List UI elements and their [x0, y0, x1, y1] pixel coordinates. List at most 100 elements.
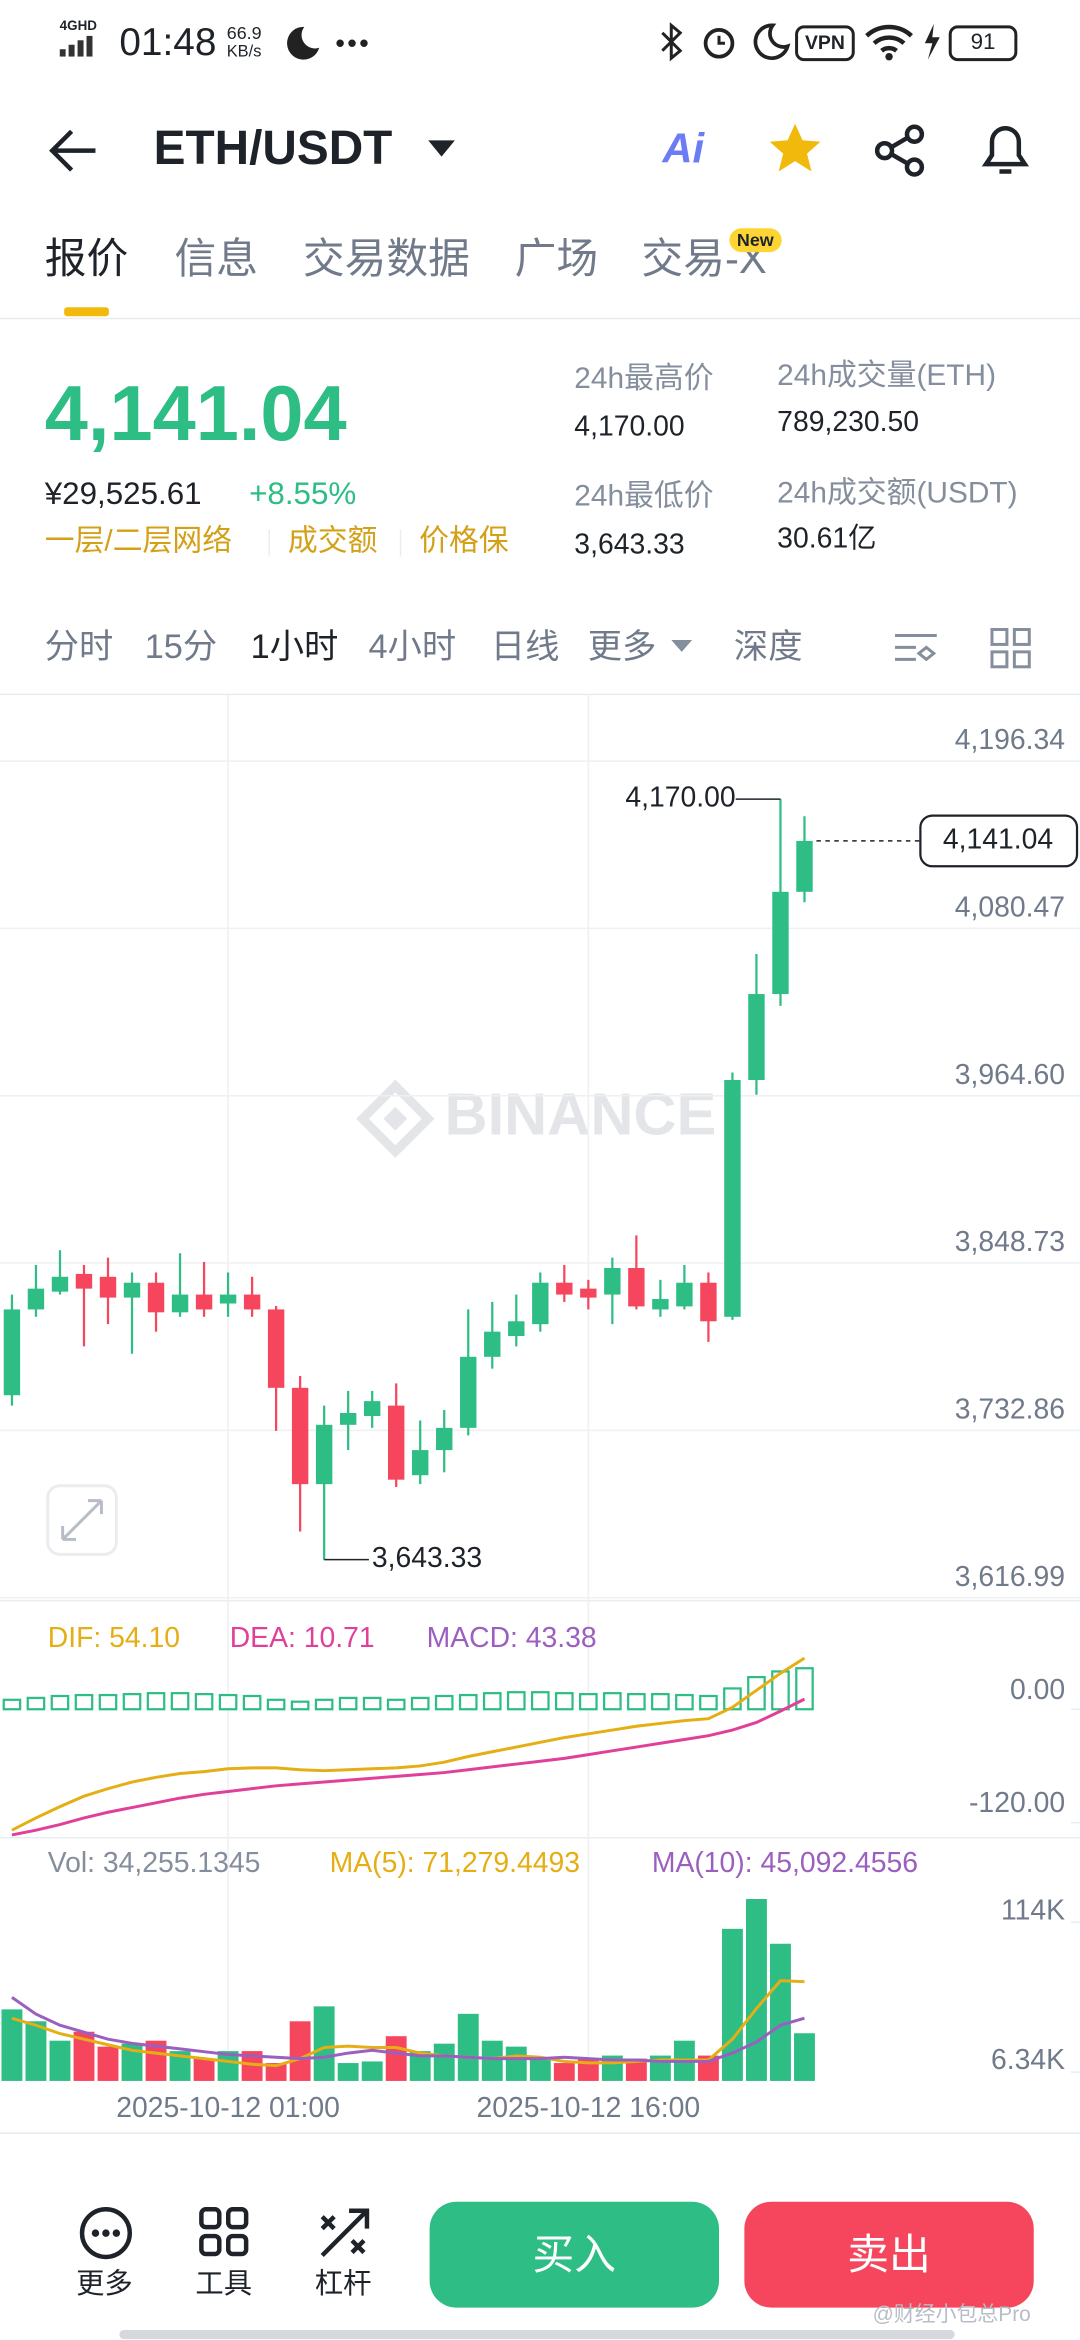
volume-bar	[337, 2063, 359, 2081]
macd-bar	[410, 1696, 430, 1711]
alert-bell[interactable]	[977, 119, 1034, 179]
watermark: BINANCE	[445, 1081, 717, 1148]
macd-bar	[26, 1696, 46, 1711]
tab[interactable]: 交易数据	[302, 235, 470, 282]
tag-divider	[399, 529, 402, 557]
volume-bar	[746, 1899, 767, 2081]
candle-body	[724, 1079, 741, 1317]
change: +8.55%	[249, 477, 357, 512]
interval[interactable]: 日线	[490, 626, 560, 666]
volume-bar	[73, 2031, 95, 2081]
stat-value: 789,230.50	[777, 407, 920, 439]
macd-bar	[627, 1693, 646, 1711]
interval[interactable]: 分时	[44, 626, 114, 666]
back-button[interactable]	[48, 127, 102, 175]
volume-bar	[361, 2061, 383, 2081]
pair-dropdown[interactable]	[428, 140, 458, 161]
candle-body	[171, 1294, 189, 1313]
candle-body	[652, 1299, 669, 1310]
interval[interactable]: 深度	[733, 626, 803, 666]
tag[interactable]: 成交额	[287, 525, 378, 558]
interval[interactable]: 更多	[587, 626, 657, 666]
macd-bar	[747, 1675, 766, 1711]
indicator-settings[interactable]	[892, 627, 943, 672]
y-tick-label: 4,196.34	[955, 724, 1065, 756]
candle-body	[700, 1282, 717, 1322]
tool-label[interactable]: 更多	[76, 2268, 133, 2301]
interval[interactable]: 15分	[144, 626, 218, 666]
buy-button[interactable]: 买入	[429, 2201, 720, 2308]
y-tick-label: -120.00	[969, 1787, 1065, 1819]
tools-icon[interactable]	[197, 2205, 254, 2262]
y-tick-label: 3,616.99	[955, 1561, 1065, 1593]
volume-bar	[169, 2051, 191, 2081]
candle-body	[219, 1294, 237, 1304]
divider	[0, 317, 1080, 320]
volume-bar	[145, 2040, 167, 2081]
line-series	[11, 1697, 806, 1837]
macd-bar	[795, 1667, 814, 1711]
macd-bar	[314, 1698, 334, 1711]
legend-entry: Vol: 34,255.1345	[48, 1847, 261, 1879]
volume-bar	[1, 2009, 23, 2081]
macd-bar	[386, 1698, 406, 1711]
high-label: 4,170.00	[625, 782, 735, 814]
candle-body	[436, 1427, 453, 1451]
legend-entry: MA(10): 45,092.4556	[652, 1847, 918, 1879]
tag[interactable]: 一层/二层网络	[44, 525, 233, 558]
sell-button[interactable]: 卖出	[744, 2201, 1034, 2308]
volume-bar	[289, 2021, 311, 2081]
x-tick-label: 2025-10-12 16:00	[476, 2092, 700, 2124]
stat-label: 24h最低价	[574, 480, 714, 514]
macd-bar	[146, 1692, 166, 1711]
tab[interactable]: 信息	[174, 235, 259, 282]
share-button[interactable]	[871, 122, 931, 179]
more-icon[interactable]	[78, 2205, 135, 2262]
volume-bar	[529, 2058, 551, 2081]
tag[interactable]: 价格保	[419, 525, 509, 558]
leverage-icon[interactable]	[316, 2205, 373, 2262]
macd-bar	[579, 1693, 598, 1711]
legend-entry: MA(5): 71,279.4493	[330, 1847, 580, 1879]
status-icons-left	[287, 26, 368, 60]
layout-button[interactable]	[989, 627, 1034, 672]
stat-value: 30.61亿	[777, 523, 877, 555]
volume-bar	[385, 2036, 407, 2081]
clock: 01:48	[119, 19, 217, 65]
pair[interactable]: ETH/USDT	[153, 120, 393, 175]
macd-bar	[771, 1670, 790, 1711]
volume-bar	[409, 2051, 431, 2081]
candle-body	[628, 1267, 645, 1307]
macd-bar	[362, 1696, 382, 1711]
y-tick-label: 3,964.60	[955, 1059, 1065, 1091]
interval[interactable]: 4小时	[368, 626, 457, 666]
tool-label[interactable]: 杠杆	[314, 2268, 372, 2301]
speed: 66.9	[226, 22, 262, 44]
y-tick-label: 0.00	[1010, 1674, 1065, 1706]
macd-bar	[506, 1691, 526, 1711]
macd-bar	[218, 1693, 238, 1711]
macd-bar	[651, 1693, 670, 1711]
legend-entry: DEA: 10.71	[230, 1622, 375, 1654]
candle-body	[243, 1294, 261, 1310]
candle-body	[412, 1450, 429, 1476]
tab[interactable]: 广场	[514, 235, 599, 282]
volume-bar	[241, 2051, 263, 2081]
stat-value: 3,643.33	[574, 529, 685, 561]
interval[interactable]: 1小时	[250, 626, 339, 666]
candle-body	[315, 1424, 333, 1485]
macd-bar	[50, 1694, 70, 1711]
candle-body	[99, 1276, 117, 1298]
macd-bar	[242, 1694, 262, 1711]
tab[interactable]: 报价	[44, 235, 129, 282]
line-series	[11, 1996, 805, 2063]
candle-body	[339, 1412, 357, 1425]
more-dropdown[interactable]	[671, 639, 695, 655]
y-tick-label: 3,732.86	[955, 1393, 1065, 1425]
volume-bar	[794, 2033, 815, 2081]
ai-button[interactable]: Ai	[662, 125, 705, 172]
favorite-star[interactable]	[767, 121, 827, 178]
tool-label[interactable]: 工具	[195, 2268, 253, 2301]
new-badge: New	[729, 228, 782, 253]
